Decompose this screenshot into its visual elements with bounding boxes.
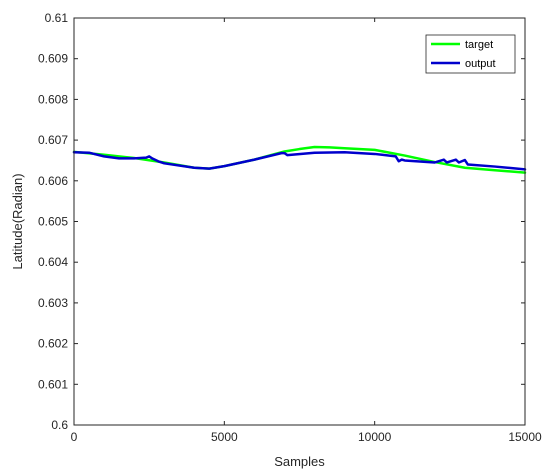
x-tick-label: 5000 [211,430,238,444]
x-tick-label: 10000 [358,430,392,444]
y-tick-label: 0.602 [38,337,68,351]
x-tick-label: 15000 [508,430,542,444]
legend-label-output: output [465,58,496,70]
y-tick-label: 0.601 [38,377,68,391]
y-tick-label: 0.609 [38,52,68,66]
y-tick-label: 0.607 [38,133,68,147]
y-axis-label: Latitude(Radian) [10,173,25,269]
legend-box [425,34,516,74]
y-tick-label: 0.605 [38,215,68,229]
y-tick-label: 0.604 [38,255,68,269]
legend: target output [425,34,516,74]
y-tick-label: 0.6 [51,418,68,432]
y-tick-label: 0.603 [38,296,68,310]
y-tick-label: 0.606 [38,174,68,188]
legend-label-target: target [465,39,493,51]
x-tick-label: 0 [71,430,78,444]
plot-frame [73,17,526,426]
ticks-layer: 0.6 0.601 0.602 0.603 0.604 0.605 0.606 0.607 0.… [38,11,542,444]
series-line-output [72,151,527,171]
plot-background [74,18,525,425]
y-tick-label: 0.608 [38,92,68,106]
x-axis-label: Samples [274,454,325,469]
series-layer [72,145,527,174]
y-tick-label: 0.61 [45,11,69,25]
